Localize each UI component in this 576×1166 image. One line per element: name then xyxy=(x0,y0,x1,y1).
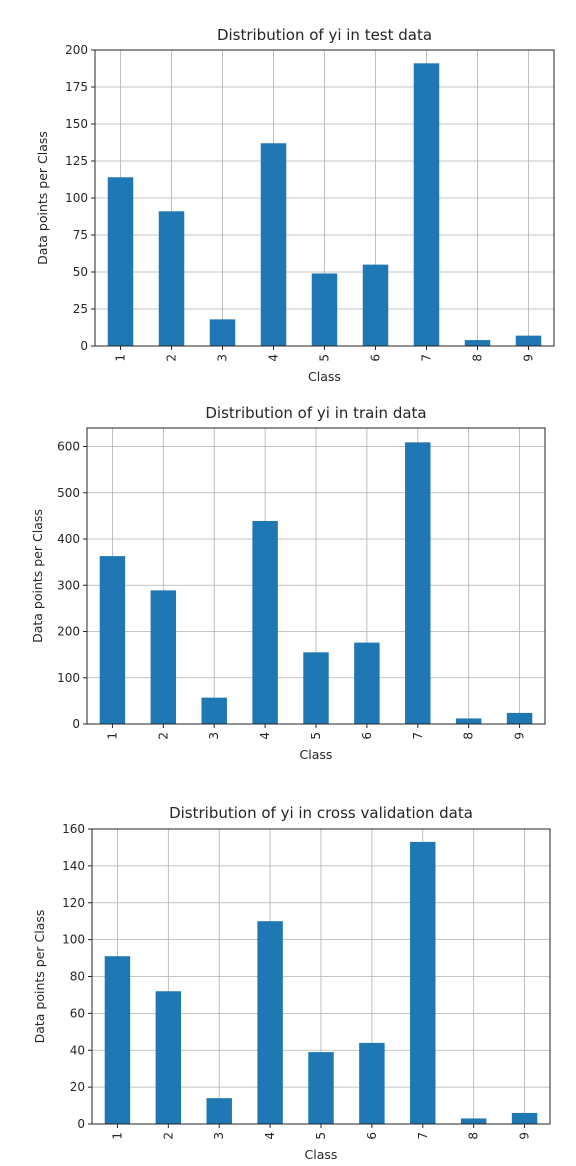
chart-1-xtick-label: 4 xyxy=(267,354,281,362)
chart-1-ytick-label: 200 xyxy=(65,43,88,57)
chart-1-ytick-label: 125 xyxy=(65,154,88,168)
chart-2-ytick-label: 400 xyxy=(57,532,80,546)
chart-3-ytick-label: 40 xyxy=(70,1043,85,1057)
chart-2-xtick-label: 7 xyxy=(411,732,425,740)
chart-2-xtick-label: 9 xyxy=(513,732,527,740)
chart-3-bar xyxy=(257,921,283,1124)
chart-3-bar xyxy=(104,956,131,1124)
chart-2-xtick-label: 1 xyxy=(105,732,119,740)
chart-1-xtick-label: 3 xyxy=(216,354,230,362)
chart-1-bar xyxy=(260,143,287,346)
chart-2-bar xyxy=(303,652,329,724)
chart-1-xtick-label: 7 xyxy=(420,354,434,362)
chart-3-title: Distribution of yi in cross validation d… xyxy=(169,804,473,822)
chart-1-bar xyxy=(413,63,440,346)
chart-2-ytick-label: 500 xyxy=(57,486,80,500)
chart-3-bar xyxy=(460,1118,487,1124)
chart-2-xtick-label: 5 xyxy=(309,732,323,740)
chart-3-xtick-label: 8 xyxy=(467,1132,481,1140)
chart-3-ytick-label: 120 xyxy=(62,896,85,910)
chart-1-bar xyxy=(311,273,338,346)
chart-2-bar xyxy=(405,442,431,724)
chart-3-bar xyxy=(308,1052,334,1124)
chart-1-ytick-label: 100 xyxy=(65,191,88,205)
chart-2-ytick-label: 600 xyxy=(57,440,80,454)
chart-1-xtick-label: 1 xyxy=(114,354,128,362)
chart-3-xlabel: Class xyxy=(305,1147,338,1162)
chart-3-axes-frame xyxy=(91,828,551,1125)
chart-2-bar xyxy=(506,712,533,724)
chart-2-xtick-label: 4 xyxy=(258,732,272,740)
chart-3-bar xyxy=(206,1098,232,1124)
chart-1-ytick-label: 0 xyxy=(80,339,88,353)
chart-3-ytick-label: 140 xyxy=(62,859,85,873)
chart-1-bar xyxy=(158,211,185,346)
chart-1-xtick-label: 6 xyxy=(369,354,383,362)
chart-1-ytick-label: 50 xyxy=(73,265,88,279)
chart-1-bar xyxy=(515,335,542,346)
chart-1-xtick-label: 8 xyxy=(471,354,485,362)
chart-3-xtick-label: 9 xyxy=(518,1132,532,1140)
chart-2-ytick-label: 300 xyxy=(57,578,80,592)
chart-2-bar xyxy=(455,718,482,724)
chart-1-ytick-label: 75 xyxy=(73,228,88,242)
chart-1-xtick-label: 5 xyxy=(318,354,332,362)
chart-3-ytick-label: 160 xyxy=(62,822,85,836)
chart-3-xtick-label: 2 xyxy=(161,1132,175,1140)
chart-3-ytick-label: 80 xyxy=(70,970,85,984)
chart-3-xtick-label: 5 xyxy=(314,1132,328,1140)
chart-2-ytick-label: 0 xyxy=(72,717,80,731)
chart-1-ylabel: Data points per Class xyxy=(35,131,50,265)
chart-1-ytick-label: 150 xyxy=(65,117,88,131)
chart-1-bar xyxy=(362,264,389,346)
chart-3-xtick-label: 4 xyxy=(263,1132,277,1140)
chart-3-bar xyxy=(155,991,182,1124)
chart-2-bar xyxy=(201,697,227,724)
chart-2-axes-frame xyxy=(86,427,546,725)
chart-3-ytick-label: 20 xyxy=(70,1080,85,1094)
chart-3-bar xyxy=(359,1042,385,1124)
chart-1-title: Distribution of yi in test data xyxy=(217,26,432,44)
chart-2-ytick-label: 100 xyxy=(57,671,80,685)
chart-3-bar xyxy=(410,841,436,1124)
chart-1-xtick-label: 9 xyxy=(522,354,536,362)
chart-2-ytick-label: 200 xyxy=(57,625,80,639)
chart-2-bar xyxy=(252,520,278,724)
chart-2-bar xyxy=(354,642,380,724)
chart-3-ylabel: Data points per Class xyxy=(32,910,47,1044)
chart-2-xlabel: Class xyxy=(300,747,333,762)
chart-1-bar xyxy=(464,340,491,346)
chart-2-bar xyxy=(99,556,126,724)
chart-2-ylabel: Data points per Class xyxy=(30,509,45,643)
chart-2-xtick-label: 8 xyxy=(462,732,476,740)
chart-3-ytick-label: 100 xyxy=(62,933,85,947)
chart-1-xtick-label: 2 xyxy=(165,354,179,362)
chart-1-axes-frame xyxy=(94,49,555,347)
chart-2-xtick-label: 2 xyxy=(156,732,170,740)
chart-1-ytick-label: 25 xyxy=(73,302,88,316)
chart-1-bar xyxy=(209,319,236,346)
chart-3-xtick-label: 3 xyxy=(212,1132,226,1140)
chart-2-xtick-label: 3 xyxy=(207,732,221,740)
chart-2-xtick-label: 6 xyxy=(360,732,374,740)
chart-1-xlabel: Class xyxy=(308,369,341,384)
chart-1-bar xyxy=(107,177,134,346)
chart-3-ytick-label: 0 xyxy=(77,1117,85,1131)
chart-3-ytick-label: 60 xyxy=(70,1006,85,1020)
chart-3-xtick-label: 7 xyxy=(416,1132,430,1140)
chart-2-bar xyxy=(150,590,177,724)
chart-1-ytick-label: 175 xyxy=(65,80,88,94)
chart-3-bar xyxy=(511,1112,538,1124)
chart-3-xtick-label: 6 xyxy=(365,1132,379,1140)
chart-3-xtick-label: 1 xyxy=(110,1132,124,1140)
chart-2-title: Distribution of yi in train data xyxy=(205,404,426,422)
